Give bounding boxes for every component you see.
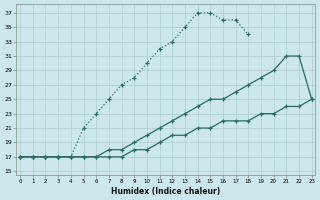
X-axis label: Humidex (Indice chaleur): Humidex (Indice chaleur) xyxy=(111,187,220,196)
